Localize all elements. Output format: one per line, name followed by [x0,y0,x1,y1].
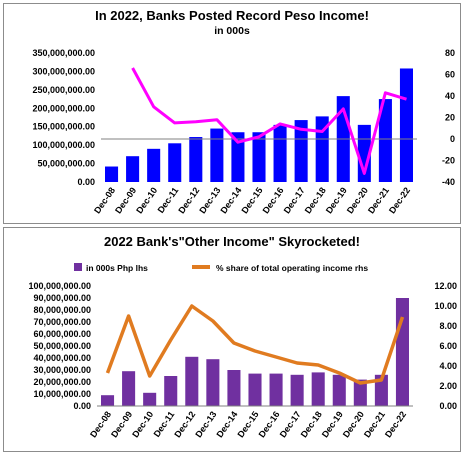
bar [315,116,329,182]
bar [164,376,178,406]
bar [269,373,283,406]
y-right-tick-label: 20 [445,113,455,123]
chart-title: 2022 Bank's"Other Income" Skyrocketed! [103,234,361,249]
y-right-tick-label: 4.00 [439,361,457,371]
x-tick-label: Dec-22 [387,185,412,215]
y-right-tick-label: 0.00 [439,401,457,411]
chart-panel-other-income: 2022 Bank's"Other Income" Skyrocketed! 0… [3,227,461,452]
bar [395,298,409,406]
legend-label: in 000s Php lhs [86,263,148,273]
bar [185,356,199,406]
series-line [131,67,407,175]
bar [399,68,413,182]
x-tick-label: Dec-10 [134,185,159,215]
y-left-tick-label: 100,000,000.00 [28,281,91,291]
bar [126,156,140,182]
legend-swatch [74,263,82,271]
y-right-tick-label: 2.00 [439,381,457,391]
chart-plot-2: 0.00 10,000,000.00 20,000,000.00 30,000,000… [28,263,457,439]
bar [332,374,346,406]
y-left-tick-label: 250,000,000.00 [32,85,95,95]
bar [231,132,245,182]
y-left-tick-label: 40,000,000.00 [33,353,91,363]
bar [210,128,224,182]
y-right-tick-label: -40 [442,177,455,187]
y-right-tick-label: 6.00 [439,341,457,351]
y-left-tick-label: 200,000,000.00 [32,103,95,113]
bar [168,143,182,182]
bar [101,395,115,406]
bar [311,372,325,406]
legend-label: % share of total operating income rhs [216,263,368,273]
y-left-tick-label: 0.00 [77,177,95,187]
y-right-tick-label: 8.00 [439,321,457,331]
y-right-tick-label: 40 [445,91,455,101]
y-left-tick-label: 90,000,000.00 [33,293,91,303]
y-right-tick-label: 12.00 [434,281,457,291]
y-left-tick-label: 350,000,000.00 [32,48,95,58]
chart-subtitle: in 000s [214,25,250,37]
y-left-tick-label: 60,000,000.00 [33,329,91,339]
y-left-tick-label: 100,000,000.00 [32,140,95,150]
bar [105,166,119,182]
bar [248,373,262,406]
y-right-tick-label: 0 [450,134,455,144]
y-right-tick-label: 10.00 [434,301,457,311]
bar [143,392,157,406]
bar [189,137,203,182]
x-tick-label: Dec-10 [130,409,155,439]
bar [252,132,266,182]
y-left-tick-label: 30,000,000.00 [33,365,91,375]
y-left-tick-label: 0.00 [73,401,91,411]
y-left-tick-label: 50,000,000.00 [37,159,95,169]
y-left-tick-label: 300,000,000.00 [32,66,95,76]
y-right-tick-label: 60 [445,70,455,80]
chart-title: In 2022, Banks Posted Record Peso Income… [95,8,369,23]
bar [374,374,388,406]
series-line [105,304,405,385]
chart-panel-peso-income: In 2022, Banks Posted Record Peso Income… [3,3,461,224]
bar [147,148,161,182]
chart-plot-1: 0.00 50,000,000.00 100,000,000.00 150,000,0… [32,48,455,215]
bar [206,359,220,406]
y-left-tick-label: 150,000,000.00 [32,122,95,132]
bar [294,120,308,182]
bar [273,124,287,182]
y-right-tick-label: 80 [445,48,455,58]
y-left-tick-label: 80,000,000.00 [33,305,91,315]
bar [290,374,304,406]
y-left-tick-label: 20,000,000.00 [33,377,91,387]
bar [378,99,392,182]
y-left-tick-label: 70,000,000.00 [33,317,91,327]
y-left-tick-label: 50,000,000.00 [33,341,91,351]
bar [227,370,241,406]
y-right-tick-label: -20 [442,156,455,166]
bar [353,379,367,406]
bar [122,371,136,406]
x-tick-label: Dec-22 [383,409,408,439]
y-left-tick-label: 10,000,000.00 [33,389,91,399]
